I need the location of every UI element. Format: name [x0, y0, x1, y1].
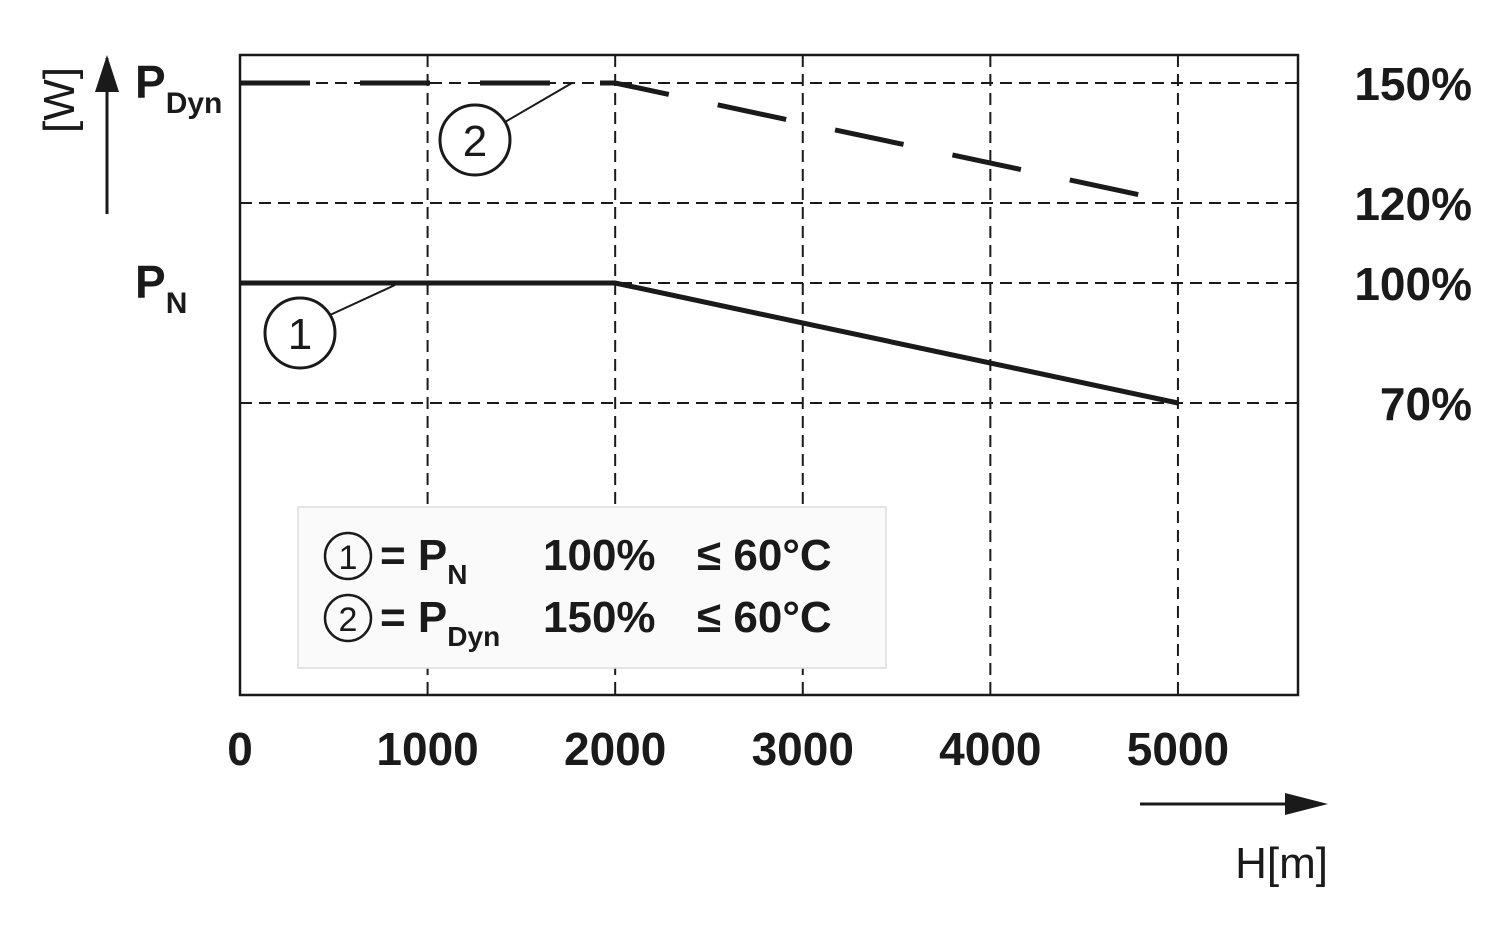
- series-line: [240, 280, 1179, 406]
- legend-condition: ≤ 60°C: [697, 593, 832, 642]
- x-tick-label: 1000: [376, 723, 478, 775]
- legend-marker: 1: [339, 539, 358, 577]
- symbol: P: [135, 56, 166, 108]
- y-tick-label: 120%: [1354, 178, 1472, 230]
- x-arrow-head: [1285, 793, 1328, 815]
- x-tick-label: 0: [227, 723, 253, 775]
- y-tick-label: 70%: [1380, 378, 1472, 430]
- subscript: Dyn: [447, 621, 500, 652]
- callout-circle: [438, 103, 512, 177]
- legend-level: 100%: [543, 531, 656, 580]
- y-side-label: PN: [135, 256, 187, 320]
- x-tick-label: 4000: [939, 723, 1041, 775]
- y-side-label: PDyn: [135, 56, 222, 120]
- y-tick-label: 100%: [1354, 258, 1472, 310]
- callout-circle: [263, 296, 337, 370]
- series-line: [240, 80, 1179, 206]
- symbol: = P: [380, 593, 447, 642]
- legend-level: 150%: [543, 593, 656, 642]
- subscript: Dyn: [166, 87, 223, 120]
- x-tick-label: 5000: [1127, 723, 1229, 775]
- legend-marker: 2: [339, 601, 358, 639]
- subscript: N: [447, 559, 467, 590]
- y-tick-label: 150%: [1354, 58, 1472, 110]
- callout-leader: [329, 284, 396, 316]
- y-axis-label: [W]: [35, 67, 84, 133]
- symbol: P: [135, 256, 166, 308]
- x-tick-label: 3000: [752, 723, 854, 775]
- legend-circle: [323, 531, 373, 581]
- callout-number: 2: [463, 117, 487, 166]
- x-axis-label: H[m]: [1235, 839, 1328, 888]
- y-arrow-head: [95, 55, 119, 92]
- legend-condition: ≤ 60°C: [697, 531, 832, 580]
- symbol: = P: [380, 531, 447, 580]
- callout-number: 1: [288, 310, 312, 359]
- legend-symbol: = PDyn: [380, 593, 500, 652]
- x-tick-label: 2000: [564, 723, 666, 775]
- callout-leader: [504, 82, 573, 123]
- legend-box: [297, 506, 887, 669]
- legend-symbol: = PN: [380, 531, 468, 590]
- subscript: N: [166, 287, 188, 320]
- plot-frame: [238, 53, 1300, 697]
- legend-circle: [323, 593, 373, 643]
